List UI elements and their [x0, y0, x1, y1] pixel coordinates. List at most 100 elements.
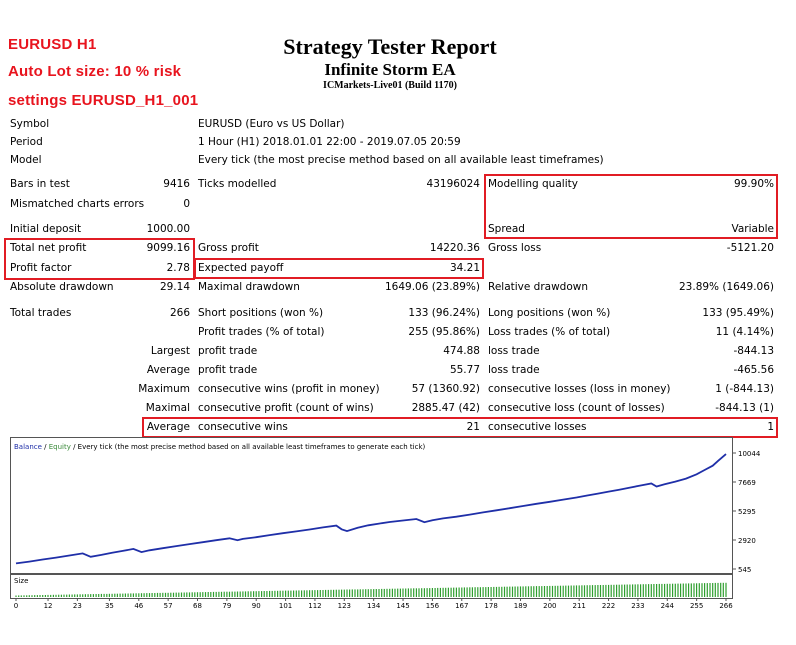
spread-label: Spread — [488, 223, 525, 235]
x-tick-label: 266 — [719, 602, 733, 610]
max-consecutive-wins-label: consecutive wins (profit in money) — [198, 383, 380, 395]
ea-name: Infinite Storm EA — [324, 60, 456, 79]
profit-trades-value: 255 (95.86%) — [408, 326, 480, 338]
average-consecutive-losses-value: 1 — [767, 421, 774, 433]
x-tick-label: 200 — [543, 602, 556, 610]
relative-drawdown-value: 23.89% (1649.06) — [679, 281, 774, 293]
size-label: Size — [14, 577, 28, 585]
model-value: Every tick (the most precise method base… — [198, 154, 604, 166]
x-tick-label: 57 — [164, 602, 173, 610]
ticks-label: Ticks modelled — [198, 178, 277, 190]
chart-plot-area — [10, 437, 733, 574]
gross-profit-value: 14220.36 — [429, 242, 480, 254]
x-tick-label: 167 — [455, 602, 468, 610]
absolute-drawdown-label: Absolute drawdown — [10, 281, 114, 293]
period-value: 1 Hour (H1) 2018.01.01 22:00 - 2019.07.0… — [198, 136, 461, 148]
chart-legend: Balance / Equity / Every tick (the most … — [14, 443, 425, 451]
symbol-value: EURUSD (Euro vs US Dollar) — [198, 118, 345, 130]
y-tick-label: 10044 — [738, 450, 761, 458]
x-tick-label: 0 — [14, 602, 18, 610]
x-tick-label: 101 — [279, 602, 292, 610]
x-tick-label: 134 — [367, 602, 381, 610]
x-tick-label: 90 — [252, 602, 261, 610]
annotation-settings: settings EURUSD_H1_001 — [8, 92, 199, 109]
largest-label: Largest — [150, 345, 190, 357]
maximal-consecutive-profit-value: 2885.47 (42) — [411, 402, 480, 414]
bars-value: 9416 — [163, 178, 190, 190]
y-axis-ticks: 10044 7669 5295 2920 545 — [732, 450, 761, 574]
highlight-expected-payoff — [194, 258, 484, 279]
x-tick-label: 23 — [73, 602, 82, 610]
total-net-profit-value: 9099.16 — [146, 242, 190, 254]
period-label: Period — [10, 136, 43, 148]
mismatch-value: 0 — [183, 198, 190, 210]
gross-loss-value: -5121.20 — [726, 242, 774, 254]
short-positions-label: Short positions (won %) — [198, 307, 324, 319]
maximal-consecutive-loss-label: consecutive loss (count of losses) — [488, 402, 665, 414]
max-consecutive-losses-value: 1 (-844.13) — [715, 383, 774, 395]
x-tick-label: 233 — [631, 602, 644, 610]
x-tick-label: 12 — [44, 602, 53, 610]
relative-drawdown-label: Relative drawdown — [488, 281, 589, 293]
x-tick-label: 156 — [426, 602, 440, 610]
largest-loss-trade-label: loss trade — [488, 345, 540, 357]
maximal-label: Maximal — [145, 402, 190, 414]
average-consecutive-losses-label: consecutive losses — [488, 421, 587, 433]
long-positions-value: 133 (95.49%) — [702, 307, 774, 319]
spread-value: Variable — [731, 223, 774, 235]
maximal-drawdown-label: Maximal drawdown — [198, 281, 300, 293]
x-tick-label: 189 — [514, 602, 527, 610]
total-trades-label: Total trades — [10, 307, 72, 319]
max-consecutive-wins-value: 57 (1360.92) — [411, 383, 480, 395]
x-tick-label: 35 — [105, 602, 114, 610]
modelling-quality-value: 99.90% — [733, 178, 774, 190]
profit-trades-label: Profit trades (% of total) — [198, 326, 325, 338]
y-tick-label: 2920 — [738, 537, 756, 545]
ticks-value: 43196024 — [426, 178, 480, 190]
largest-loss-trade-value: -844.13 — [733, 345, 774, 357]
initial-deposit-label: Initial deposit — [10, 223, 82, 235]
largest-profit-trade-label: profit trade — [198, 345, 258, 357]
x-tick-label: 222 — [602, 602, 615, 610]
balance-line — [15, 453, 727, 565]
legend-separator: / — [42, 443, 49, 451]
initial-deposit-value: 1000.00 — [146, 223, 190, 235]
maximal-drawdown-value: 1649.06 (23.89%) — [385, 281, 480, 293]
average-label: Average — [146, 364, 190, 376]
y-tick-label: 545 — [738, 566, 751, 574]
absolute-drawdown-value: 29.14 — [159, 281, 190, 293]
modelling-quality-label: Modelling quality — [488, 178, 578, 190]
bars-label: Bars in test — [10, 178, 70, 190]
legend-balance: Balance — [14, 443, 42, 451]
highlight-average-consecutive — [142, 417, 778, 438]
x-tick-label: 211 — [573, 602, 586, 610]
x-tick-label: 123 — [338, 602, 351, 610]
average-consecutive-wins-value: 21 — [466, 421, 480, 433]
legend-description: / Every tick (the most precise method ba… — [71, 443, 426, 451]
max-consecutive-losses-label: consecutive losses (loss in money) — [488, 383, 671, 395]
symbol-label: Symbol — [10, 118, 50, 130]
y-tick-label: 7669 — [738, 479, 756, 487]
profit-factor-value: 2.78 — [166, 262, 190, 274]
x-tick-label: 255 — [690, 602, 703, 610]
highlight-net-profit-factor — [4, 238, 195, 280]
profit-factor-label: Profit factor — [10, 262, 72, 274]
loss-trades-label: Loss trades (% of total) — [488, 326, 611, 338]
average-profit-trade-label: profit trade — [198, 364, 258, 376]
x-tick-label: 244 — [661, 602, 675, 610]
loss-trades-value: 11 (4.14%) — [715, 326, 774, 338]
x-axis-ticks: 0 12 23 35 46 57 68 79 90 101 112 123 134 145 156 167 17… — [14, 598, 733, 610]
highlight-modelling-spread — [484, 174, 778, 239]
average-consecutive-label: Average — [146, 421, 190, 433]
x-tick-label: 145 — [396, 602, 409, 610]
balance-equity-chart: Balance / Equity / Every tick (the most … — [10, 437, 761, 574]
x-tick-label: 112 — [308, 602, 321, 610]
size-bars — [15, 582, 727, 597]
average-loss-trade-label: loss trade — [488, 364, 540, 376]
annotation-lot-size: Auto Lot size: 10 % risk — [8, 63, 182, 80]
average-loss-trade-value: -465.56 — [733, 364, 774, 376]
model-label: Model — [10, 154, 42, 166]
x-tick-label: 68 — [193, 602, 202, 610]
gross-profit-label: Gross profit — [198, 242, 259, 254]
x-tick-label: 79 — [222, 602, 231, 610]
